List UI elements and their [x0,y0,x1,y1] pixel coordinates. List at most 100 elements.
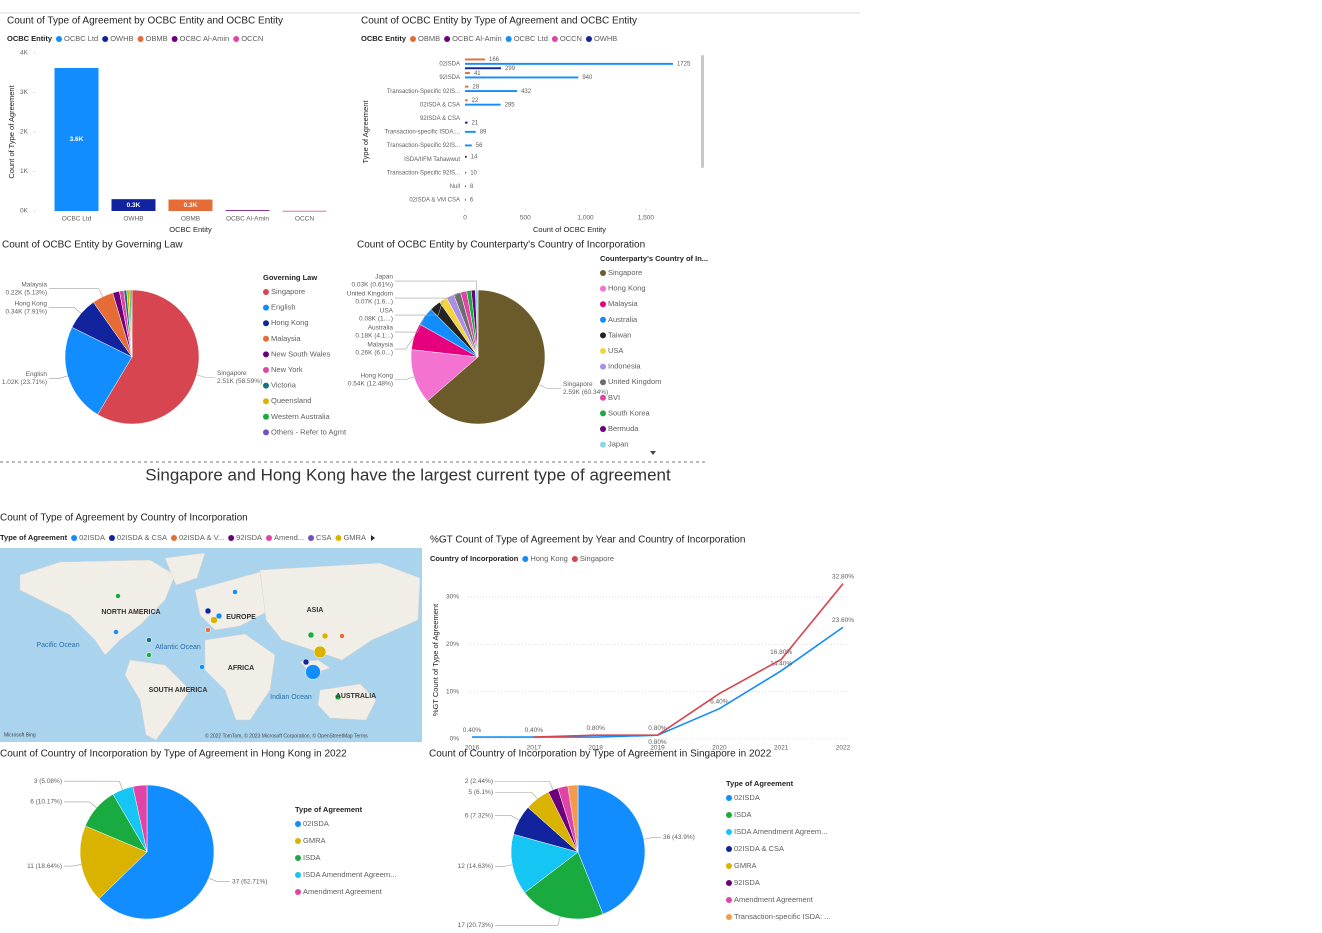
legend-label: New York [271,365,303,374]
legend-label: New South Wales [271,349,331,358]
bar [465,144,472,147]
legend-marker [263,382,269,389]
data-label: 166 [489,57,500,63]
pie-slice [79,825,148,900]
map-bubble[interactable] [199,664,205,670]
y-tick-label: Transaction-Specific 02IS... [387,89,460,95]
data-label: 6 (7.32%) [465,812,493,819]
data-label: 14.40% [770,661,792,668]
map-bubble[interactable] [313,645,327,659]
y-tick-label: 92ISDA [439,75,460,81]
map-bubble[interactable] [204,607,212,615]
legend-marker [726,795,732,801]
line [533,583,844,738]
pie-slice [410,349,479,402]
data-label-category: USA [380,308,394,315]
x-tick-label: 1,000 [577,215,594,222]
data-label: 432 [521,89,532,95]
x-tick-label: 2017 [527,745,542,752]
data-label: 0.08K (1....) [359,316,393,323]
chart-title: Count of Country of Incorporation by Typ… [0,749,347,760]
map-bubble[interactable] [146,637,152,643]
map-label: EUROPE [226,614,256,621]
legend-marker [295,872,301,878]
legend-label: 02ISDA [303,819,329,828]
map-bubble[interactable] [334,693,342,701]
legend-label: Malaysia [271,334,301,343]
map-bubble[interactable] [232,589,238,595]
data-label-category: United Kingdom [347,291,393,298]
legend-marker [726,829,732,835]
bar [111,199,156,211]
map-label: AFRICA [228,665,254,672]
legend-title: Governing Law [263,273,317,282]
x-tick-label: OWHB [123,216,143,223]
y-tick-label: 1K [20,168,29,175]
x-tick-label: OCBC Al-Amin [226,216,269,223]
legend-marker [600,316,606,323]
legend-next-arrow[interactable] [370,535,375,541]
map[interactable]: NORTH AMERICA EUROPE ASIA AFRICA SOUTH A… [0,548,422,742]
x-tick-label: 2016 [465,745,480,752]
leader-line [49,288,103,297]
map-bubble[interactable] [305,664,321,680]
map-bubble[interactable] [210,616,218,624]
legend-title: Country of Incorporation [430,554,519,563]
map-bubble[interactable] [115,593,121,599]
legend-marker [522,556,529,562]
data-label: 56 [476,143,483,149]
map-bubble[interactable] [113,629,119,635]
legend-scroll-arrow[interactable] [650,451,656,455]
data-label: 6 [470,198,474,204]
pie-slice [427,289,546,425]
map-bubble[interactable] [302,658,310,666]
data-label: 28 [472,84,479,90]
data-label: 0.03K (0.61%) [351,282,393,289]
data-label-category: Malaysia [21,281,47,288]
bar [282,210,327,212]
legend-marker [505,36,512,42]
legend-title: Type of Agreement [295,805,363,814]
legend-marker [600,285,606,292]
map-bubble[interactable] [321,632,329,640]
pie-slice [524,851,604,920]
x-tick-label: 2022 [836,745,851,752]
leader-line [395,376,415,380]
legend-label: United Kingdom [608,377,661,386]
leader-line [64,780,123,790]
leader-line [395,280,477,291]
legend-marker [102,36,109,42]
y-tick-label: 20% [446,641,459,648]
data-label: 3.6K [70,136,84,143]
legend-label: Australia [608,315,638,324]
legend-marker [600,441,606,448]
scrollbar[interactable] [701,55,704,168]
data-label: 0.26K (6.0...) [355,350,393,357]
chart-title: Count of Type of Agreement by OCBC Entit… [7,16,283,27]
map-bubble[interactable] [339,633,345,639]
leader-line [395,316,425,333]
x-tick-label: OCBC Ltd [62,216,92,223]
data-label: 89 [480,130,487,136]
legend-marker [444,36,451,42]
legend-label: OCCN [560,34,582,43]
y-tick-label: 02ISDA & VM CSA [409,198,460,204]
data-label: 14 [471,155,478,161]
leader-line [495,781,554,790]
map-bubble[interactable] [146,652,152,658]
leader-line [538,384,561,389]
map-bubble[interactable] [205,627,211,633]
legend-marker [228,535,235,541]
map-bubble[interactable] [215,612,223,620]
legend-label: Hong Kong [608,284,646,293]
legend-label: ISDA Amendment Agreem... [303,870,396,879]
leader-line [196,374,215,378]
map-bubble[interactable] [307,631,315,639]
legend-marker [335,535,342,541]
map-label: SOUTH AMERICA [149,687,208,694]
bar [168,199,213,211]
x-axis-title: OCBC Entity [169,225,212,234]
legend-marker [600,332,606,339]
legend-label: Queensland [271,396,311,405]
